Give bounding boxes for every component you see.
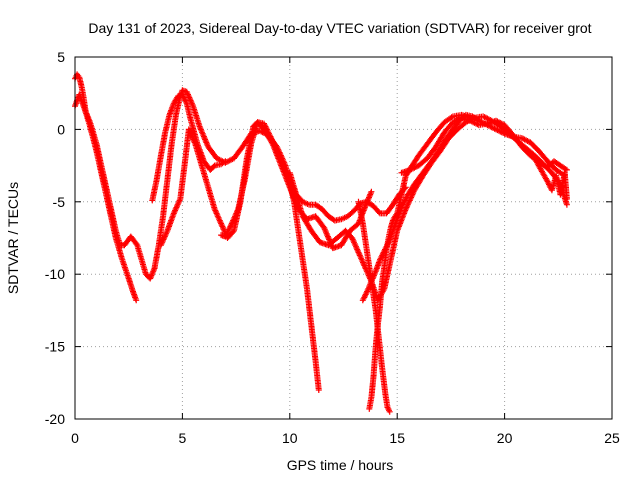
y-axis-title: SDTVAR / TECUs bbox=[5, 182, 21, 294]
y-tick-labels: -20 -15 -10 -5 0 5 bbox=[45, 49, 65, 427]
y-tick-label: -10 bbox=[45, 266, 65, 282]
y-tick-label: -5 bbox=[53, 194, 66, 210]
x-tick-labels: 0 5 10 15 20 25 bbox=[71, 430, 620, 446]
data-point bbox=[375, 209, 382, 216]
x-tick-label: 10 bbox=[282, 430, 298, 446]
x-tick-label: 15 bbox=[389, 430, 405, 446]
y-tick-label: 5 bbox=[57, 49, 65, 65]
data-marks bbox=[72, 71, 570, 415]
x-axis-title: GPS time / hours bbox=[287, 457, 394, 473]
data-point bbox=[368, 188, 375, 195]
data-point bbox=[315, 387, 322, 393]
series-arc-11 bbox=[531, 155, 570, 202]
chart-title: Day 131 of 2023, Sidereal Day-to-day VTE… bbox=[88, 20, 591, 36]
series-arc-3 bbox=[149, 91, 229, 204]
grid bbox=[75, 57, 612, 419]
data-point bbox=[386, 408, 393, 415]
x-tick-label: 25 bbox=[604, 430, 620, 446]
data-point bbox=[563, 195, 570, 202]
y-tick-label: -15 bbox=[45, 339, 65, 355]
x-tick-label: 20 bbox=[497, 430, 513, 446]
data-point bbox=[222, 158, 229, 165]
data-point bbox=[563, 201, 570, 208]
axis-ticks bbox=[74, 56, 613, 420]
x-tick-label: 0 bbox=[71, 430, 79, 446]
x-tick-label: 5 bbox=[179, 430, 187, 446]
y-tick-label: -20 bbox=[45, 411, 65, 427]
data-point bbox=[562, 166, 569, 173]
y-tick-label: 0 bbox=[57, 121, 65, 137]
plot-frame bbox=[74, 56, 613, 420]
series-arc-9 bbox=[355, 198, 393, 415]
data-point bbox=[133, 297, 140, 304]
series-arc-10 bbox=[398, 114, 570, 176]
